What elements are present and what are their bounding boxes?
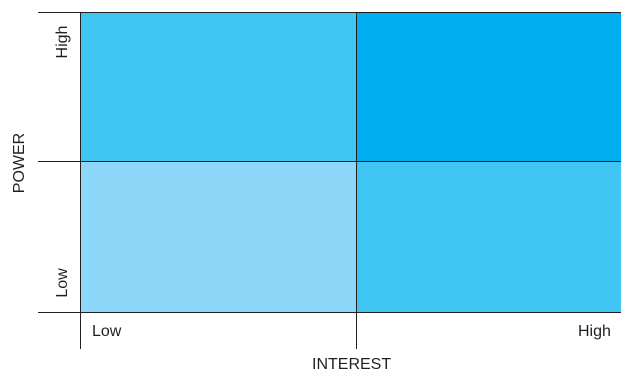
- power-high-label: High: [54, 25, 71, 59]
- quadrant-low-power-low-interest: [81, 161, 357, 313]
- interest-high-label: High: [578, 323, 611, 340]
- quadrant-low-power-high-interest: [357, 161, 621, 313]
- top-border-line: [38, 12, 621, 13]
- interest-low-label: Low: [92, 323, 122, 340]
- power-low-label: Low: [54, 268, 71, 298]
- interest-axis-title: INTEREST: [312, 356, 392, 373]
- middle-divider-line: [38, 161, 621, 162]
- y-axis-line: [80, 12, 81, 349]
- power-axis-title: POWER: [11, 132, 28, 194]
- center-divider-line: [356, 12, 357, 349]
- quadrant-high-power-high-interest: [357, 13, 621, 161]
- quadrant-high-power-low-interest: [81, 13, 357, 161]
- x-axis-line: [38, 312, 621, 313]
